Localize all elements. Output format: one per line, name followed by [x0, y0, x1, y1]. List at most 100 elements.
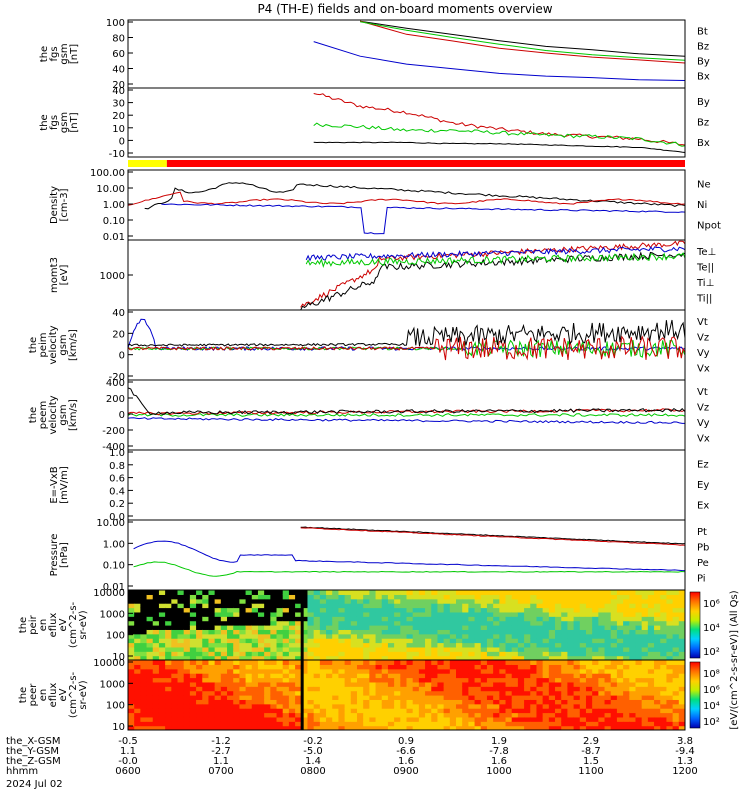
- spectrogram-cell: [140, 673, 148, 679]
- spectrogram-cell: [152, 681, 160, 687]
- spectrogram-cell: [412, 673, 420, 679]
- spectrogram-cell: [202, 686, 210, 692]
- spectrogram-cell: [573, 633, 581, 639]
- spectrogram-cell: [604, 708, 612, 714]
- spectrogram-cell: [412, 642, 420, 648]
- spectrogram-cell: [524, 681, 531, 687]
- spectrogram-cell: [629, 677, 637, 683]
- spectrogram-cell: [381, 664, 389, 670]
- spectrogram-cell: [623, 677, 630, 683]
- spectrogram-cell: [202, 695, 210, 700]
- spectrogram-cell: [486, 633, 494, 639]
- spectrogram-cell: [356, 625, 364, 630]
- xaxis-value: 2.9: [583, 736, 599, 747]
- spectrogram-cell: [443, 673, 451, 679]
- spectrogram-cell: [165, 716, 172, 722]
- spectrogram-cell: [585, 646, 593, 652]
- spectrogram-cell: [152, 703, 160, 709]
- spectrogram-cell: [567, 668, 575, 674]
- spectrogram-cell: [288, 660, 296, 665]
- spectrogram-cell: [344, 611, 352, 617]
- spectrogram-cell: [251, 642, 259, 648]
- spectrogram-cell: [288, 712, 296, 718]
- spectrogram-cell: [134, 594, 141, 600]
- y-tick-label: 20: [112, 80, 125, 91]
- spectrogram-cell: [177, 708, 185, 714]
- legend-entry: Vy: [697, 418, 710, 429]
- spectrogram-cell: [128, 721, 135, 727]
- spectrogram-cell: [610, 651, 618, 657]
- spectrogram-cell: [616, 638, 624, 644]
- spectrogram-cell: [598, 603, 606, 609]
- spectrogram-cell: [561, 681, 569, 687]
- spectrogram-cell: [288, 664, 296, 670]
- spectrogram-cell: [313, 642, 321, 648]
- spectrogram-cell: [301, 642, 309, 648]
- spectrogram-cell: [264, 681, 271, 687]
- spectrogram-cell: [264, 633, 271, 639]
- spectrogram-cell: [598, 642, 606, 648]
- spectrogram-cell: [592, 677, 599, 683]
- spectrogram-cell: [165, 633, 172, 639]
- spectrogram-cell: [356, 603, 364, 609]
- spectrogram-cell: [208, 598, 216, 604]
- spectrogram-cell: [233, 642, 240, 648]
- spectrogram-cell: [585, 673, 593, 679]
- spectrogram-cell: [177, 660, 185, 665]
- spectrogram-cell: [592, 699, 599, 705]
- y-tick-label: 40: [112, 86, 125, 97]
- spectrogram-cell: [251, 703, 259, 709]
- spectrogram-cell: [548, 629, 556, 635]
- spectrogram-cell: [579, 638, 587, 644]
- spectrogram-cell: [672, 633, 680, 639]
- spectrogram-cell: [641, 625, 649, 630]
- spectrogram-cell: [350, 633, 358, 639]
- spectrogram-cell: [146, 686, 154, 692]
- y-tick-label: 40: [112, 308, 125, 319]
- spectrogram-cell: [202, 590, 210, 595]
- spectrogram-cell: [165, 699, 172, 705]
- spectrogram-cell: [196, 708, 203, 714]
- axis-label: fgs: [49, 115, 60, 130]
- spectrogram-cell: [394, 638, 401, 644]
- spectrogram-cell: [443, 646, 451, 652]
- spectrogram-cell: [437, 712, 445, 718]
- spectrogram-cell: [189, 703, 197, 709]
- spectrogram-cell: [264, 629, 271, 635]
- spectrogram-cell: [406, 603, 414, 609]
- spectrogram-cell: [573, 616, 581, 622]
- spectrogram-cell: [443, 681, 451, 687]
- spectrogram-cell: [295, 638, 302, 644]
- spectrogram-cell: [517, 690, 525, 696]
- spectrogram-cell: [486, 712, 494, 718]
- spectrogram-cell: [257, 590, 265, 595]
- axis-label: [eV]: [59, 265, 70, 286]
- spectrogram-cell: [499, 690, 507, 696]
- spectrogram-cell: [524, 695, 531, 700]
- spectrogram-cell: [208, 590, 216, 595]
- spectrogram-cell: [474, 607, 482, 613]
- spectrogram-cell: [301, 699, 309, 705]
- spectrogram-cell: [480, 651, 488, 657]
- spectrogram-cell: [128, 668, 135, 674]
- spectrogram-cell: [443, 668, 451, 674]
- xaxis-value: -5.0: [303, 746, 323, 757]
- xaxis-value: -1.2: [211, 736, 231, 747]
- spectrogram-cell: [338, 660, 346, 665]
- spectrogram-cell: [375, 721, 383, 727]
- spectrogram-cell: [616, 598, 624, 604]
- spectrogram-cell: [394, 681, 401, 687]
- spectrogram-cell: [202, 611, 210, 617]
- spectrogram-cell: [326, 616, 333, 622]
- spectrogram-cell: [573, 625, 581, 630]
- spectrogram-cell: [629, 625, 637, 630]
- spectrogram-cell: [128, 686, 135, 692]
- spectrogram-cell: [381, 681, 389, 687]
- spectrogram-cell: [412, 686, 420, 692]
- spectrogram-cell: [672, 703, 680, 709]
- spectrogram-cell: [245, 642, 253, 648]
- spectrogram-cell: [171, 699, 179, 705]
- spectrogram-cell: [270, 673, 278, 679]
- spectrogram-cell: [257, 660, 265, 665]
- spectrogram-cell: [257, 646, 265, 652]
